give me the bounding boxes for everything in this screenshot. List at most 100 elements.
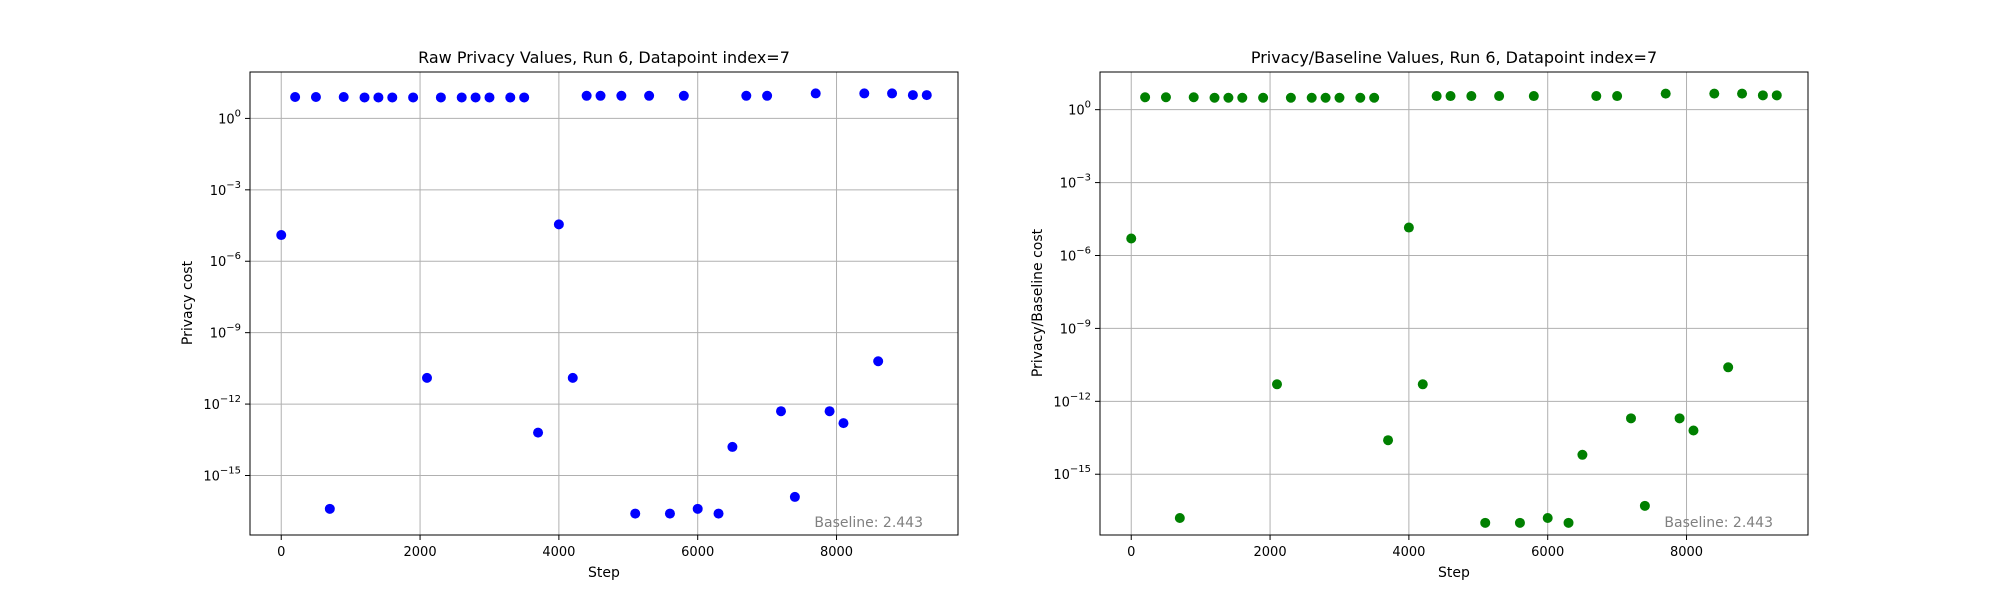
data-point xyxy=(1431,91,1442,102)
data-point xyxy=(644,90,655,101)
data-point xyxy=(1160,92,1171,103)
data-point xyxy=(1542,512,1553,523)
data-point xyxy=(1674,413,1685,424)
y-tick-label: 10−6 xyxy=(1060,245,1091,264)
data-points xyxy=(276,88,932,519)
x-tick-label: 6000 xyxy=(681,545,714,560)
plot-frame xyxy=(249,71,959,536)
data-point xyxy=(907,90,918,101)
data-point xyxy=(1237,92,1248,103)
data-point xyxy=(290,91,301,102)
x-axis-label: Step xyxy=(1438,565,1470,581)
data-point xyxy=(1639,500,1650,511)
x-tick-label: 4000 xyxy=(1392,545,1425,560)
panel-raw-privacy: 0 2000 4000 6000 8000 100 10−3 10−6 10−9 10−12 10−… xyxy=(180,48,959,581)
data-point xyxy=(456,92,467,103)
y-tick-label: 10−6 xyxy=(210,251,241,270)
data-point xyxy=(387,92,398,103)
data-point xyxy=(1563,517,1574,528)
data-point xyxy=(533,427,544,438)
data-point xyxy=(567,372,578,383)
data-point xyxy=(1417,379,1428,390)
data-point xyxy=(581,90,592,101)
data-point xyxy=(359,92,370,103)
chart-title: Raw Privacy Values, Run 6, Datapoint ind… xyxy=(418,48,790,67)
x-tick-label: 8000 xyxy=(1670,545,1703,560)
y-tick-label: 10−15 xyxy=(1053,464,1091,483)
data-point xyxy=(1494,91,1505,102)
data-point xyxy=(1403,222,1414,233)
chart-title: Privacy/Baseline Values, Run 6, Datapoin… xyxy=(1251,48,1657,67)
y-tick-label: 10−3 xyxy=(1060,173,1091,192)
grid-lines xyxy=(1100,72,1808,535)
y-axis-label: Privacy/Baseline cost xyxy=(1030,228,1046,377)
data-point xyxy=(789,491,800,502)
data-points xyxy=(1126,88,1782,528)
data-point xyxy=(1320,92,1331,103)
data-point xyxy=(1591,91,1602,102)
data-point xyxy=(1466,91,1477,102)
data-point xyxy=(1445,91,1456,102)
axis-ticks: 0 2000 4000 6000 8000 100 10−3 10−6 10−9 10−12 10−… xyxy=(1053,100,1703,560)
data-point xyxy=(484,92,495,103)
data-point xyxy=(595,90,606,101)
data-point xyxy=(1688,425,1699,436)
data-point xyxy=(921,90,932,101)
data-point xyxy=(373,92,384,103)
data-point xyxy=(692,503,703,514)
y-tick-label: 10−3 xyxy=(210,180,241,199)
data-point xyxy=(1188,92,1199,103)
data-point xyxy=(713,508,724,519)
y-axis-label: Privacy cost xyxy=(180,260,196,345)
data-point xyxy=(408,92,419,103)
x-tick-label: 0 xyxy=(1127,545,1135,560)
y-tick-label: 10−9 xyxy=(1060,318,1091,337)
data-point xyxy=(505,92,516,103)
x-tick-label: 8000 xyxy=(820,545,853,560)
data-point xyxy=(727,441,738,452)
data-point xyxy=(1126,233,1137,244)
data-point xyxy=(824,406,835,417)
data-point xyxy=(519,92,530,103)
data-point xyxy=(1577,449,1588,460)
data-point xyxy=(1174,512,1185,523)
data-point xyxy=(435,92,446,103)
data-point xyxy=(1709,88,1720,99)
data-point xyxy=(1383,435,1394,446)
data-point xyxy=(838,418,849,429)
data-point xyxy=(1272,379,1282,390)
grid-lines xyxy=(250,72,958,535)
axis-ticks: 0 2000 4000 6000 8000 100 10−3 10−6 10−9 10−12 10−… xyxy=(203,108,853,560)
data-point xyxy=(1660,88,1671,99)
y-tick-label: 10−15 xyxy=(203,465,241,484)
plot-frame xyxy=(1099,71,1809,536)
data-point xyxy=(678,90,689,101)
data-point xyxy=(616,90,627,101)
data-point xyxy=(741,90,752,101)
y-tick-label: 100 xyxy=(218,108,241,127)
data-point xyxy=(1771,90,1782,101)
baseline-annotation: Baseline: 2.443 xyxy=(814,515,923,531)
baseline-annotation: Baseline: 2.443 xyxy=(1664,515,1773,531)
data-point xyxy=(1757,90,1768,101)
data-point xyxy=(1626,413,1636,424)
data-point xyxy=(1528,91,1539,102)
data-point xyxy=(1737,88,1748,99)
data-point xyxy=(1223,92,1234,103)
x-axis-label: Step xyxy=(588,565,620,581)
data-point xyxy=(1140,92,1151,103)
data-point xyxy=(810,88,821,99)
data-point xyxy=(1334,92,1345,103)
x-tick-label: 4000 xyxy=(542,545,575,560)
data-point xyxy=(1723,362,1734,373)
data-point xyxy=(664,508,675,519)
data-point xyxy=(1306,92,1317,103)
data-point xyxy=(338,91,349,102)
data-point xyxy=(310,91,321,102)
data-point xyxy=(276,230,287,241)
data-point xyxy=(873,356,884,367)
data-point xyxy=(762,90,773,101)
y-tick-label: 10−12 xyxy=(203,394,241,413)
data-point xyxy=(422,372,432,383)
x-tick-label: 0 xyxy=(277,545,285,560)
